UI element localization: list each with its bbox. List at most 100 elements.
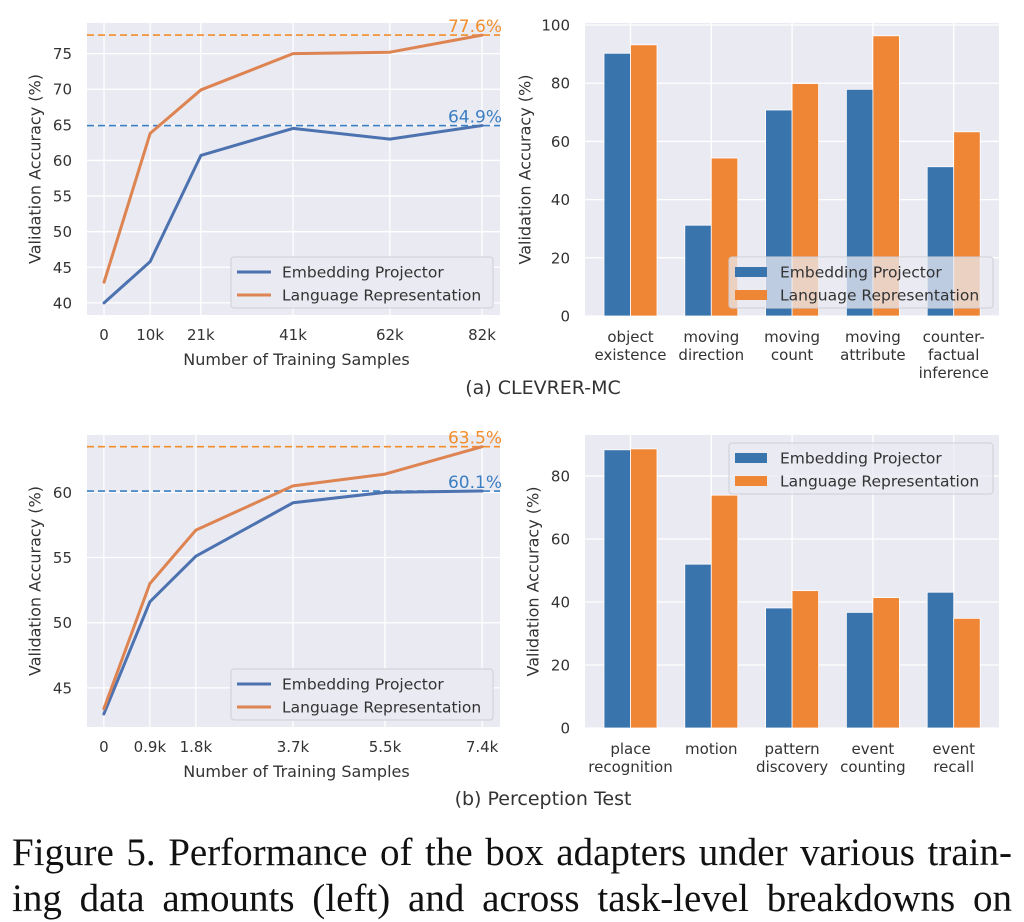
x-tick-label: 21k: [187, 326, 215, 344]
y-tick-label: 80: [551, 75, 570, 93]
x-tick-label: 1.8k: [180, 738, 213, 756]
x-tick-label: 82k: [468, 326, 496, 344]
legend-label-embedding-projector: Embedding Projector: [282, 676, 444, 694]
x-tick-label: 7.4k: [466, 738, 499, 756]
reference-label-language: 77.6%: [448, 17, 502, 37]
bar-embedding-projector: [846, 611, 874, 729]
y-tick-label: 50: [53, 223, 72, 241]
x-axis-label: Number of Training Samples: [183, 762, 409, 781]
legend-swatch-embedding-projector: [735, 267, 767, 277]
x-tick-label: motion: [685, 740, 738, 758]
y-tick-label: 40: [551, 191, 570, 209]
y-tick-label: 0: [560, 308, 570, 326]
x-tick-label: discovery: [756, 758, 828, 776]
legend-label-language-representation: Language Representation: [780, 473, 979, 491]
reference-label-language: 63.5%: [448, 429, 502, 449]
y-tick-label: 60: [551, 530, 570, 548]
clevrer-accuracy-vs-samples-chart: 40 45 50 55 60 65 70 75 Validation Accuracy (%) 0…: [26, 17, 502, 369]
reference-label-embedding: 60.1%: [448, 473, 502, 493]
legend: Embedding Projector Language Representati…: [230, 256, 494, 309]
x-tick-label: counter-: [923, 328, 985, 346]
y-tick-label: 70: [53, 81, 72, 99]
bar-language-representation: [710, 157, 739, 317]
x-tick-label: event: [852, 740, 895, 758]
y-tick-label: 60: [551, 133, 570, 151]
perception-accuracy-vs-samples-chart: 45 50 55 60 Validation Accuracy (%) 0 0.9k 1.8k…: [26, 429, 502, 781]
bar-language-representation: [791, 590, 819, 729]
x-tick-label: 5.5k: [369, 738, 402, 756]
y-tick-label: 45: [53, 259, 72, 277]
y-tick-label: 45: [53, 679, 72, 697]
bar-embedding-projector: [603, 52, 631, 317]
y-tick-label: 40: [53, 294, 72, 312]
y-tick-label: 55: [53, 549, 72, 567]
y-axis-label: Validation Accuracy (%): [26, 74, 45, 264]
legend-box: [728, 256, 994, 309]
x-tick-label: recall: [933, 758, 974, 776]
legend-swatch-language-representation: [735, 290, 767, 300]
x-tick-label: 10k: [136, 326, 164, 344]
series-line-embedding-projector: [102, 124, 484, 305]
legend-box: [728, 442, 994, 495]
legend-label-language-representation: Language Representation: [780, 287, 979, 305]
y-tick-label: 50: [53, 614, 72, 632]
legend-label-embedding-projector: Embedding Projector: [282, 264, 444, 282]
bar-embedding-projector: [603, 449, 631, 729]
x-tick-label: 0.9k: [134, 738, 167, 756]
bar-language-representation: [872, 597, 900, 729]
bar-embedding-projector: [926, 591, 955, 729]
legend-label-language-representation: Language Representation: [282, 699, 481, 717]
legend-label-language-representation: Language Representation: [282, 287, 481, 305]
legend: Embedding Projector Language Representati…: [728, 256, 994, 309]
y-tick-label: 20: [551, 656, 570, 674]
y-tick-label: 20: [551, 249, 570, 267]
x-tick-label: event: [932, 740, 975, 758]
y-tick-label: 40: [551, 593, 570, 611]
reference-label-embedding: 64.9%: [448, 108, 502, 128]
x-tick-label: count: [771, 346, 813, 364]
x-tick-label: moving: [845, 328, 901, 346]
y-axis-label: Validation Accuracy (%): [516, 75, 535, 265]
figure-caption-line-1: Figure 5. Performance of the box adapter…: [12, 831, 1012, 874]
x-tick-label: moving: [764, 328, 820, 346]
series-line-embedding-projector: [102, 489, 484, 716]
bar-embedding-projector: [684, 224, 712, 317]
x-tick-label: place: [610, 740, 650, 758]
figure-caption-line-2: ing data amounts (left) and across task-…: [12, 877, 1012, 920]
legend: Embedding Projector Language Representati…: [230, 668, 494, 721]
clevrer-task-breakdown-chart: 0 20 40 60 80 100 Validation Accuracy (%) objec…: [516, 17, 999, 382]
bar-embedding-projector: [765, 607, 793, 729]
y-tick-label: 100: [541, 17, 570, 35]
bar-language-representation: [630, 44, 658, 317]
x-tick-label: 3.7k: [277, 738, 310, 756]
x-axis-label: Number of Training Samples: [183, 350, 409, 369]
y-tick-label: 65: [53, 116, 72, 134]
y-tick-label: 55: [53, 188, 72, 206]
legend-label-embedding-projector: Embedding Projector: [780, 450, 942, 468]
bar-language-representation: [953, 617, 981, 729]
bar-language-representation: [710, 494, 739, 729]
sub-caption-b: (b) Perception Test: [455, 788, 632, 810]
x-tick-label: recognition: [588, 758, 672, 776]
legend-box: [230, 256, 494, 309]
legend-swatch-embedding-projector: [735, 453, 767, 463]
x-tick-label: 0: [99, 738, 109, 756]
y-tick-label: 60: [53, 152, 72, 170]
y-tick-label: 60: [53, 484, 72, 502]
series-line-language-representation: [102, 445, 484, 711]
series-line-language-representation: [102, 33, 484, 284]
x-tick-label: pattern: [765, 740, 820, 758]
x-tick-label: 0: [99, 326, 109, 344]
y-axis-label: Validation Accuracy (%): [26, 486, 45, 676]
legend-label-embedding-projector: Embedding Projector: [780, 264, 942, 282]
bar-language-representation: [630, 448, 658, 729]
x-tick-label: attribute: [840, 346, 905, 364]
y-tick-label: 75: [53, 45, 72, 63]
x-tick-label: inference: [919, 364, 989, 382]
x-tick-label: object: [607, 328, 653, 346]
y-axis-label: Validation Accuracy (%): [524, 487, 543, 677]
legend-box: [230, 668, 494, 721]
x-tick-label: factual: [928, 346, 979, 364]
